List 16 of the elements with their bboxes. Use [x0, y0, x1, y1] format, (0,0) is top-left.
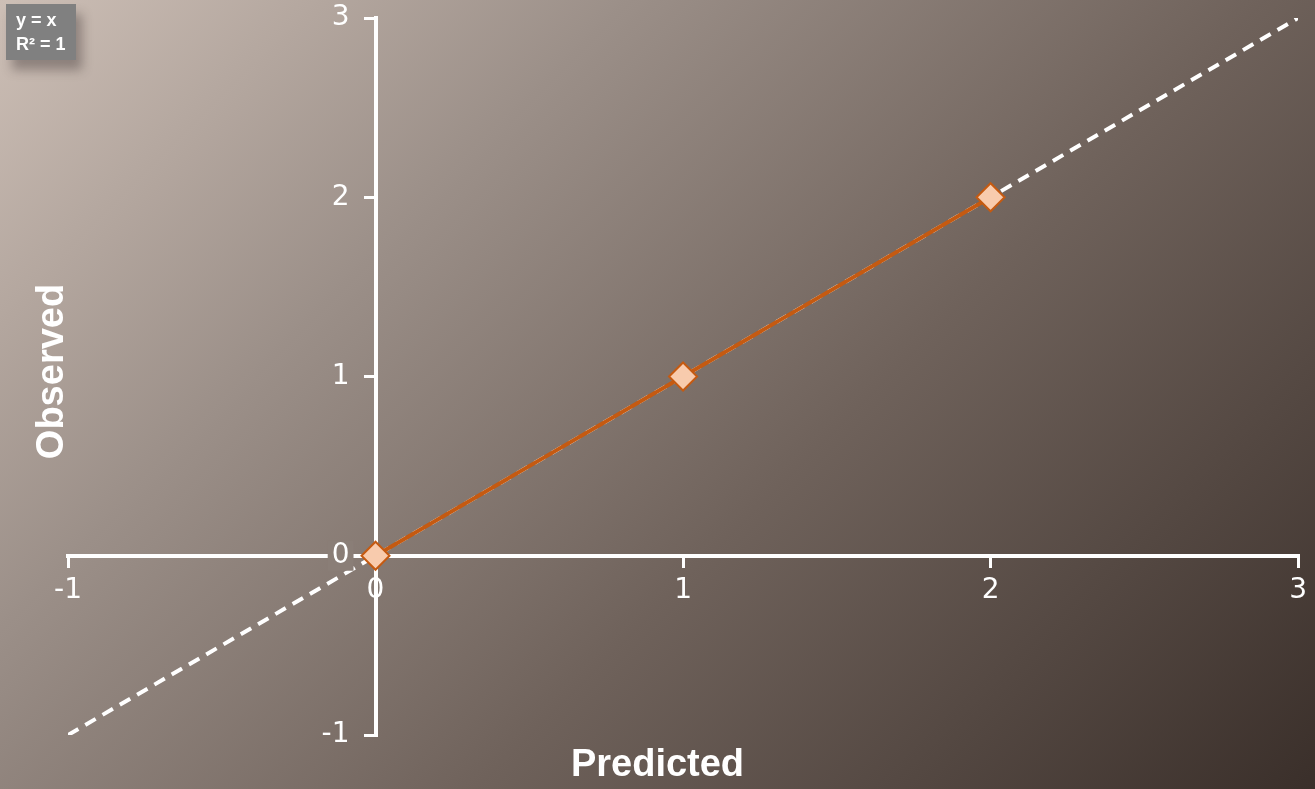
x-tick-label: 1 [674, 571, 692, 605]
x-axis-title: Predicted [570, 742, 745, 784]
y-tick-label: 2 [331, 178, 350, 212]
point [360, 540, 391, 571]
x-tick-label: -1 [54, 571, 82, 605]
x-tick-label: 3 [1289, 571, 1308, 605]
text: y = x [16, 10, 57, 30]
y-tick-label: 0 [331, 537, 350, 571]
y-tick-label: 3 [331, 0, 350, 33]
x-tick-label: 2 [981, 571, 1000, 605]
y-axis-title: Observed [28, 282, 72, 462]
point [975, 182, 1006, 213]
text: R² = 1 [16, 34, 66, 54]
point [668, 361, 699, 392]
y-tick-label: 1 [331, 357, 350, 391]
y-tick-label: -1 [321, 716, 350, 750]
